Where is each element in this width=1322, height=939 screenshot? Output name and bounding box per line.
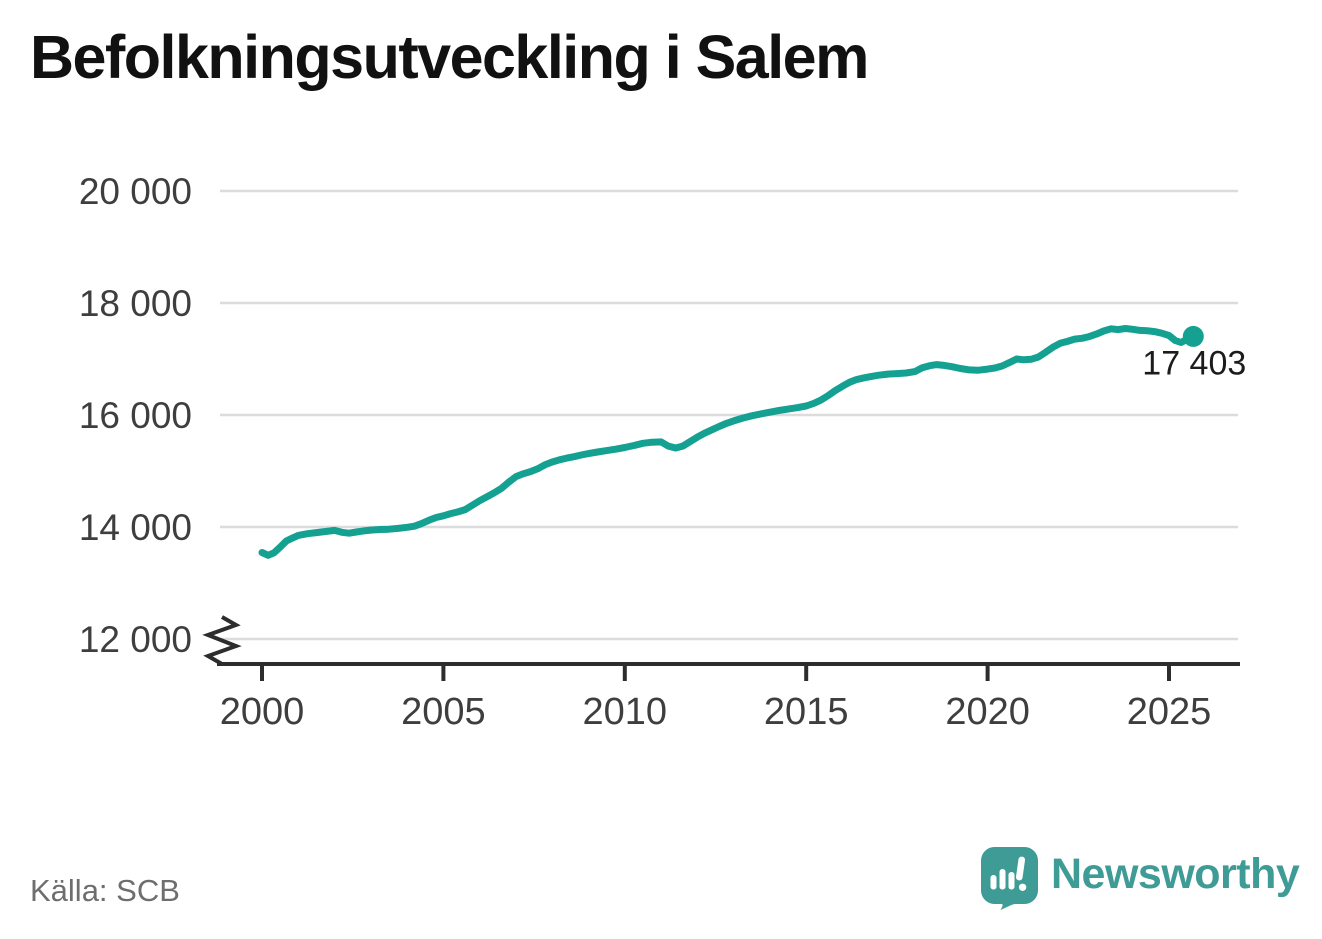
bar-medium [1008,872,1015,890]
x-tick-label: 2005 [401,691,486,733]
x-tick-label: 2015 [764,691,849,733]
y-axis-break-icon [202,615,242,666]
x-tick-label: 2000 [220,691,305,733]
chart-title: Befolkningsutveckling i Salem [30,23,869,91]
x-tick-label: 2020 [945,691,1030,733]
y-tick-label: 20 000 [79,171,192,212]
y-tick-label: 12 000 [79,619,192,660]
bar-small [990,875,997,890]
newsworthy-wordmark: Newsworthy [1051,850,1300,898]
population-series-line [258,325,1197,559]
newsworthy-logo: Newsworthy [981,847,1300,910]
exclamation-bar [1015,856,1026,881]
y-tick-label: 14 000 [79,507,192,548]
y-tick-label: 18 000 [79,283,192,324]
source-note: Källa: SCB [30,873,180,908]
bar-tall [999,869,1006,890]
x-tick-label: 2025 [1127,691,1212,733]
end-point-dot [1182,325,1204,347]
newsworthy-icon [981,847,1038,910]
y-tick-label: 16 000 [79,395,192,436]
exclamation-dot [1018,883,1027,891]
x-tick-label: 2010 [583,691,668,733]
end-value-label: 17 403 [1142,344,1246,382]
